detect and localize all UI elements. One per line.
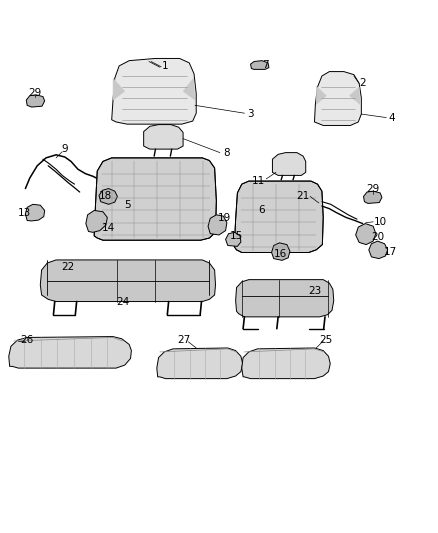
Polygon shape (40, 260, 215, 302)
Text: 11: 11 (252, 176, 265, 186)
Text: 20: 20 (371, 232, 384, 242)
Polygon shape (350, 87, 360, 104)
Polygon shape (208, 215, 227, 235)
Polygon shape (113, 78, 125, 100)
Polygon shape (356, 223, 376, 245)
Polygon shape (99, 189, 117, 204)
Text: 18: 18 (99, 191, 112, 201)
Polygon shape (242, 348, 330, 378)
Text: 21: 21 (297, 190, 310, 200)
Text: 16: 16 (274, 249, 287, 259)
Text: 9: 9 (61, 144, 68, 154)
Polygon shape (112, 59, 196, 124)
Polygon shape (234, 181, 323, 253)
Polygon shape (144, 125, 183, 149)
Polygon shape (316, 86, 326, 104)
Polygon shape (9, 336, 131, 368)
Polygon shape (272, 152, 306, 175)
Text: 29: 29 (367, 183, 380, 193)
Polygon shape (86, 211, 107, 232)
Text: 22: 22 (61, 262, 74, 271)
Polygon shape (272, 243, 290, 260)
Text: 26: 26 (21, 335, 34, 345)
Polygon shape (369, 241, 388, 259)
Text: 13: 13 (18, 208, 31, 218)
Text: 24: 24 (116, 297, 129, 308)
Text: 29: 29 (28, 88, 42, 99)
Text: 3: 3 (247, 109, 254, 119)
Text: 5: 5 (124, 200, 131, 210)
Polygon shape (236, 280, 334, 317)
Polygon shape (94, 158, 216, 240)
Polygon shape (157, 348, 243, 378)
Text: 25: 25 (320, 335, 333, 345)
Text: 14: 14 (102, 223, 115, 233)
Polygon shape (25, 204, 45, 221)
Text: 17: 17 (384, 247, 397, 257)
Polygon shape (364, 191, 382, 204)
Polygon shape (226, 232, 241, 246)
Text: 19: 19 (218, 213, 231, 223)
Polygon shape (183, 78, 195, 100)
Text: 27: 27 (177, 335, 191, 345)
Polygon shape (251, 61, 269, 69)
Text: 6: 6 (258, 205, 265, 215)
Text: 15: 15 (230, 231, 243, 241)
Text: 2: 2 (359, 77, 366, 87)
Text: 7: 7 (261, 60, 268, 70)
Text: 4: 4 (389, 112, 396, 123)
Polygon shape (26, 95, 45, 107)
Text: 10: 10 (374, 217, 387, 227)
Text: 23: 23 (308, 286, 321, 296)
Polygon shape (314, 71, 361, 125)
Text: 8: 8 (223, 148, 230, 158)
Text: 1: 1 (162, 61, 169, 71)
